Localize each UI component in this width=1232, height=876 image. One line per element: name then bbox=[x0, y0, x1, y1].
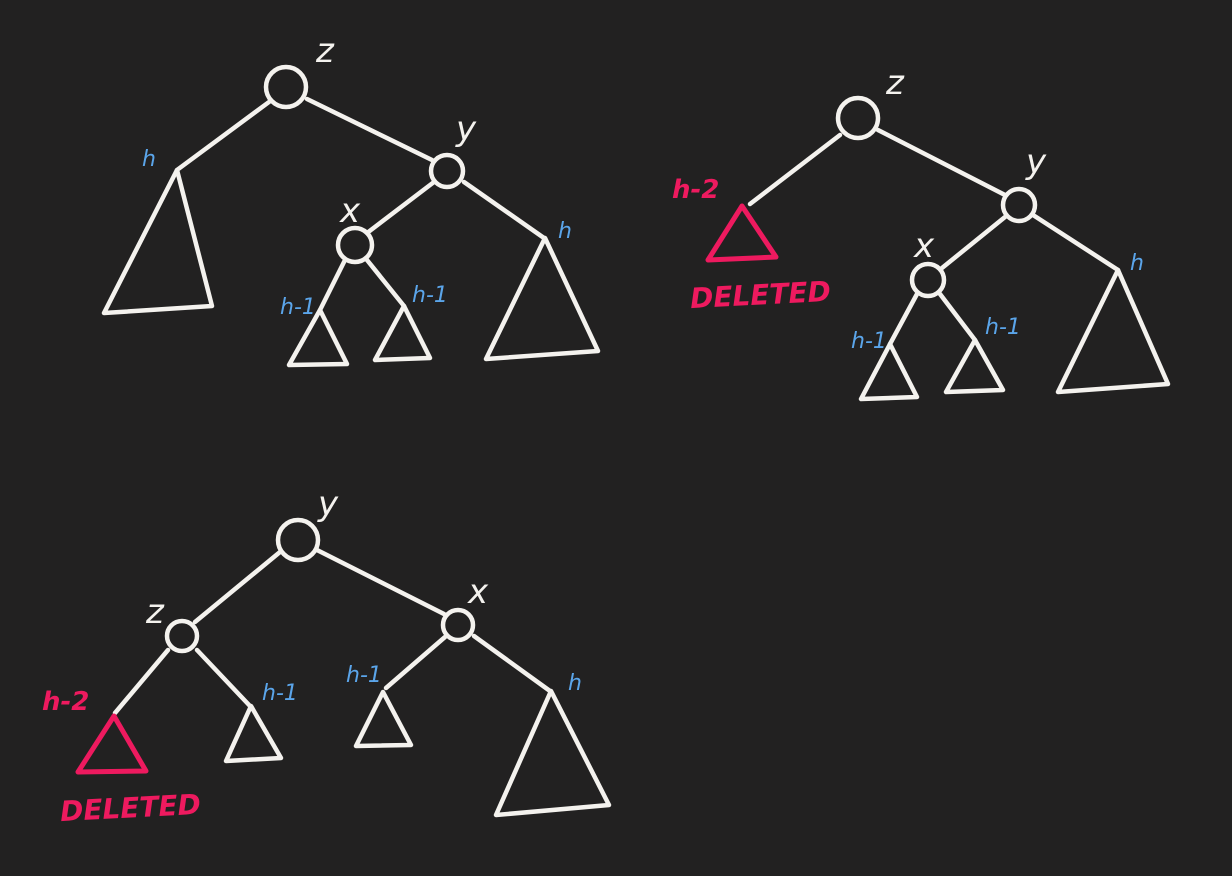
height-x-right: h bbox=[568, 671, 582, 696]
edge-z-y bbox=[875, 127, 1008, 198]
edge-y-right bbox=[461, 179, 547, 241]
height-x-right: h-1 bbox=[412, 283, 448, 308]
edge-x-right bbox=[471, 633, 553, 694]
label-z: z bbox=[145, 592, 165, 632]
edge-z-left bbox=[174, 99, 272, 173]
subtree-x-right bbox=[943, 337, 1006, 395]
subtree-deleted bbox=[75, 713, 149, 775]
edge-z-y bbox=[304, 96, 435, 163]
deleted-label: DELETED bbox=[59, 788, 201, 828]
diagram-rotated: y z x h-2 DELETED h-1 h-1 h bbox=[42, 484, 612, 828]
label-y: y bbox=[317, 484, 339, 524]
height-x-left: h-1 bbox=[280, 295, 316, 320]
node-z bbox=[164, 618, 200, 654]
edge-x-left bbox=[317, 257, 348, 313]
edge-y-right bbox=[1030, 212, 1121, 273]
height-z-left: h-2 bbox=[42, 687, 89, 717]
edge-z-left bbox=[112, 647, 171, 716]
edge-y-x bbox=[939, 214, 1008, 271]
deleted-label: DELETED bbox=[689, 275, 831, 315]
height-x-left: h-1 bbox=[851, 329, 887, 354]
subtree-z-right bbox=[223, 703, 284, 764]
height-z-right: h-1 bbox=[262, 681, 298, 706]
edge-x-right bbox=[364, 257, 407, 309]
subtree-x-left bbox=[858, 341, 920, 402]
edge-y-x bbox=[314, 547, 447, 617]
node-y bbox=[275, 517, 321, 563]
height-z-left: h bbox=[142, 147, 156, 172]
node-y bbox=[1000, 186, 1038, 224]
edge-z-left bbox=[747, 132, 843, 207]
edge-y-x bbox=[364, 179, 437, 236]
height-y-right: h bbox=[558, 219, 572, 244]
node-z bbox=[263, 64, 309, 110]
label-z: z bbox=[315, 31, 335, 71]
node-z bbox=[835, 95, 881, 141]
subtree-x-right bbox=[493, 688, 612, 818]
height-z-left: h-2 bbox=[672, 175, 719, 205]
label-z: z bbox=[885, 63, 905, 103]
edge-x-right bbox=[937, 291, 978, 343]
node-y bbox=[428, 152, 466, 190]
subtree-y-right bbox=[1055, 267, 1171, 395]
label-y: y bbox=[1025, 142, 1047, 182]
label-y: y bbox=[455, 109, 477, 149]
diagram-after-delete: z y x h-2 DELETED h h-1 h-1 bbox=[672, 63, 1171, 402]
node-x bbox=[335, 225, 375, 265]
label-x: x bbox=[467, 572, 489, 612]
edge-x-left bbox=[383, 634, 448, 691]
label-x: x bbox=[339, 191, 361, 231]
subtree-deleted bbox=[705, 203, 779, 263]
subtree-x-left bbox=[286, 307, 350, 368]
height-y-right: h bbox=[1130, 251, 1144, 276]
label-x: x bbox=[913, 226, 935, 266]
edge-y-z bbox=[192, 549, 283, 625]
edge-x-left bbox=[887, 291, 920, 347]
node-x bbox=[909, 261, 947, 299]
subtree-x-left bbox=[353, 689, 414, 749]
node-x bbox=[440, 607, 476, 643]
edge-z-right bbox=[194, 647, 253, 709]
height-x-left: h-1 bbox=[346, 663, 382, 688]
subtree-x-right bbox=[372, 303, 433, 363]
diagram-original: z y x h h h-1 h-1 bbox=[101, 31, 601, 368]
height-x-right: h-1 bbox=[985, 315, 1021, 340]
subtree-y-right bbox=[483, 235, 601, 362]
subtree-z-left bbox=[101, 167, 215, 316]
